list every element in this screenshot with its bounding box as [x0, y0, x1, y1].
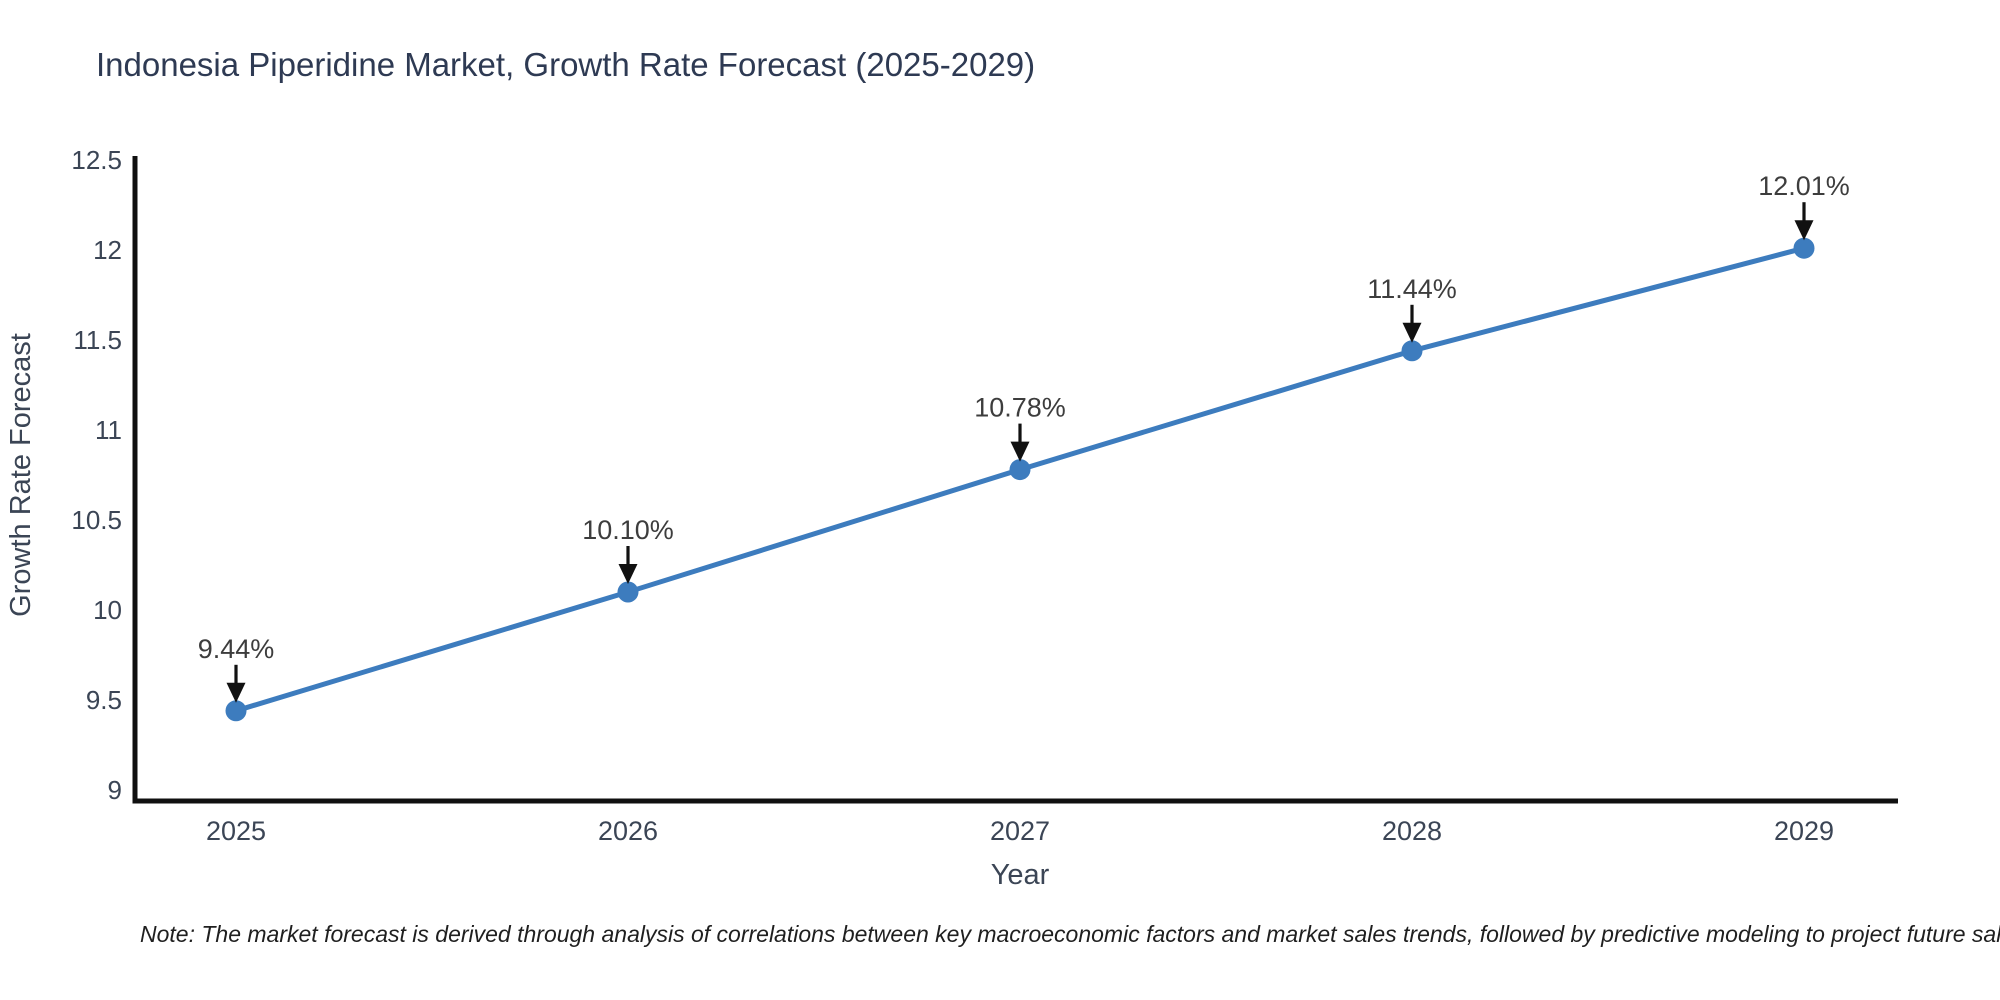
- plot-area: 9 9.5 10 10.5 11 11.5 12 12.5 2025 2026 2027 2028 20…: [71, 145, 1898, 846]
- point-annotation: 11.44%: [1367, 274, 1457, 343]
- data-point-marker: [1793, 237, 1815, 259]
- y-tick-label: 10.5: [71, 505, 122, 535]
- y-tick-label: 12: [93, 235, 122, 265]
- y-tick-label: 9: [108, 775, 122, 805]
- annotation-label: 10.10%: [582, 515, 674, 545]
- point-annotation: 9.44%: [198, 634, 275, 703]
- data-point-marker: [1009, 459, 1031, 481]
- data-point-marker: [225, 700, 247, 722]
- x-axis-title: Year: [991, 859, 1050, 891]
- data-point-marker: [1401, 340, 1423, 362]
- y-tick-label: 10: [93, 595, 122, 625]
- x-tick-label: 2026: [598, 816, 658, 846]
- annotation-arrowhead: [226, 682, 246, 703]
- y-tick-label: 11: [95, 415, 122, 445]
- x-tick-label: 2028: [1382, 816, 1442, 846]
- annotation-label: 9.44%: [198, 634, 275, 664]
- point-annotation: 10.10%: [582, 515, 674, 584]
- chart-title: Indonesia Piperidine Market, Growth Rate…: [96, 46, 1035, 83]
- x-tick-label: 2025: [206, 816, 266, 846]
- annotation-arrowhead: [1010, 441, 1030, 462]
- footnote: Note: The market forecast is derived thr…: [140, 921, 2000, 947]
- point-annotation: 12.01%: [1758, 171, 1850, 241]
- data-point-marker: [617, 581, 639, 603]
- y-tick-label: 9.5: [86, 685, 122, 715]
- y-tick-label: 12.5: [71, 145, 122, 175]
- annotation-arrowhead: [618, 564, 638, 584]
- annotation-arrowhead: [1794, 220, 1814, 241]
- annotation-arrowhead: [1402, 322, 1422, 343]
- annotation-label: 10.78%: [974, 393, 1066, 423]
- point-annotation: 10.78%: [974, 393, 1066, 462]
- x-tick-label: 2029: [1774, 816, 1834, 846]
- y-tick-label: 11.5: [73, 325, 122, 355]
- x-tick-label: 2027: [990, 816, 1050, 846]
- annotation-label: 12.01%: [1758, 171, 1850, 201]
- y-axis-title: Growth Rate Forecast: [5, 333, 37, 617]
- annotation-label: 11.44%: [1367, 274, 1457, 304]
